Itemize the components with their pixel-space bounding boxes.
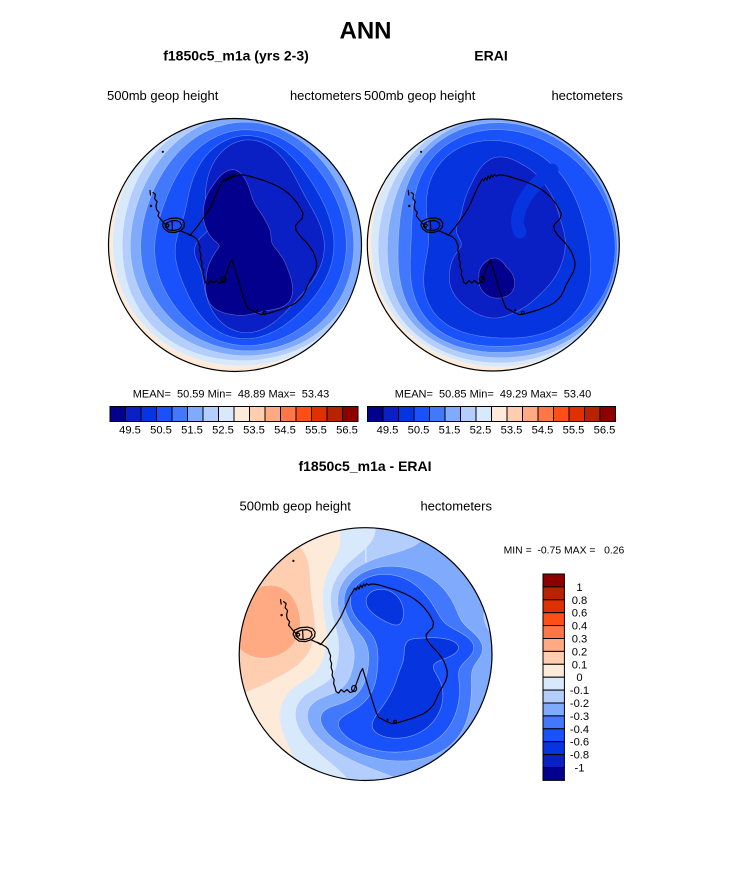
svg-text:56.5: 56.5 [336,425,358,437]
svg-text:1: 1 [576,582,582,594]
svg-text:500mb geop height: 500mb geop height [107,88,219,103]
svg-text:-1: -1 [575,763,585,775]
svg-text:MIN = -0.75 MAX = 0.26: MIN = -0.75 MAX = 0.26 [504,546,625,557]
svg-text:MEAN= 50.59 Min= 48.89 Max=: MEAN= 50.59 Min= 48.89 Max= 53.43 [133,389,330,401]
svg-text:51.5: 51.5 [439,425,461,437]
svg-text:hectometers: hectometers [551,88,623,103]
svg-text:ANN: ANN [340,18,392,45]
svg-text:0.6: 0.6 [572,608,588,620]
svg-text:50.5: 50.5 [150,425,172,437]
svg-text:49.5: 49.5 [119,425,141,437]
svg-text:0: 0 [576,672,582,684]
svg-text:52.5: 52.5 [470,425,492,437]
svg-text:-0.1: -0.1 [570,685,589,697]
svg-text:500mb geop height: 500mb geop height [364,88,476,103]
svg-text:-0.6: -0.6 [570,737,589,749]
svg-text:0.8: 0.8 [572,595,588,607]
svg-text:54.5: 54.5 [532,425,554,437]
svg-text:-0.3: -0.3 [570,711,589,723]
svg-text:54.5: 54.5 [274,425,296,437]
svg-text:-0.2: -0.2 [570,698,589,710]
svg-text:55.5: 55.5 [563,425,585,437]
svg-text:ERAI: ERAI [474,48,507,64]
svg-text:500mb geop height: 500mb geop height [240,499,352,514]
svg-text:-0.4: -0.4 [570,724,589,736]
svg-text:MEAN= 50.85 Min= 49.29 Max=: MEAN= 50.85 Min= 49.29 Max= 53.40 [395,389,592,401]
svg-text:55.5: 55.5 [305,425,327,437]
svg-text:f1850c5_m1a (yrs 2-3): f1850c5_m1a (yrs 2-3) [163,48,309,64]
svg-text:49.5: 49.5 [377,425,399,437]
svg-text:53.5: 53.5 [243,425,265,437]
svg-text:0.2: 0.2 [572,646,588,658]
svg-text:50.5: 50.5 [408,425,430,437]
svg-text:56.5: 56.5 [594,425,616,437]
svg-text:f1850c5_m1a - ERAI: f1850c5_m1a - ERAI [298,458,431,474]
svg-text:52.5: 52.5 [212,425,234,437]
svg-text:hectometers: hectometers [290,88,362,103]
svg-text:0.1: 0.1 [572,659,588,671]
svg-text:hectometers: hectometers [420,499,492,514]
svg-text:-0.8: -0.8 [570,750,589,762]
svg-text:51.5: 51.5 [181,425,203,437]
svg-text:53.5: 53.5 [501,425,523,437]
svg-text:0.4: 0.4 [572,621,588,633]
svg-text:0.3: 0.3 [572,634,588,646]
